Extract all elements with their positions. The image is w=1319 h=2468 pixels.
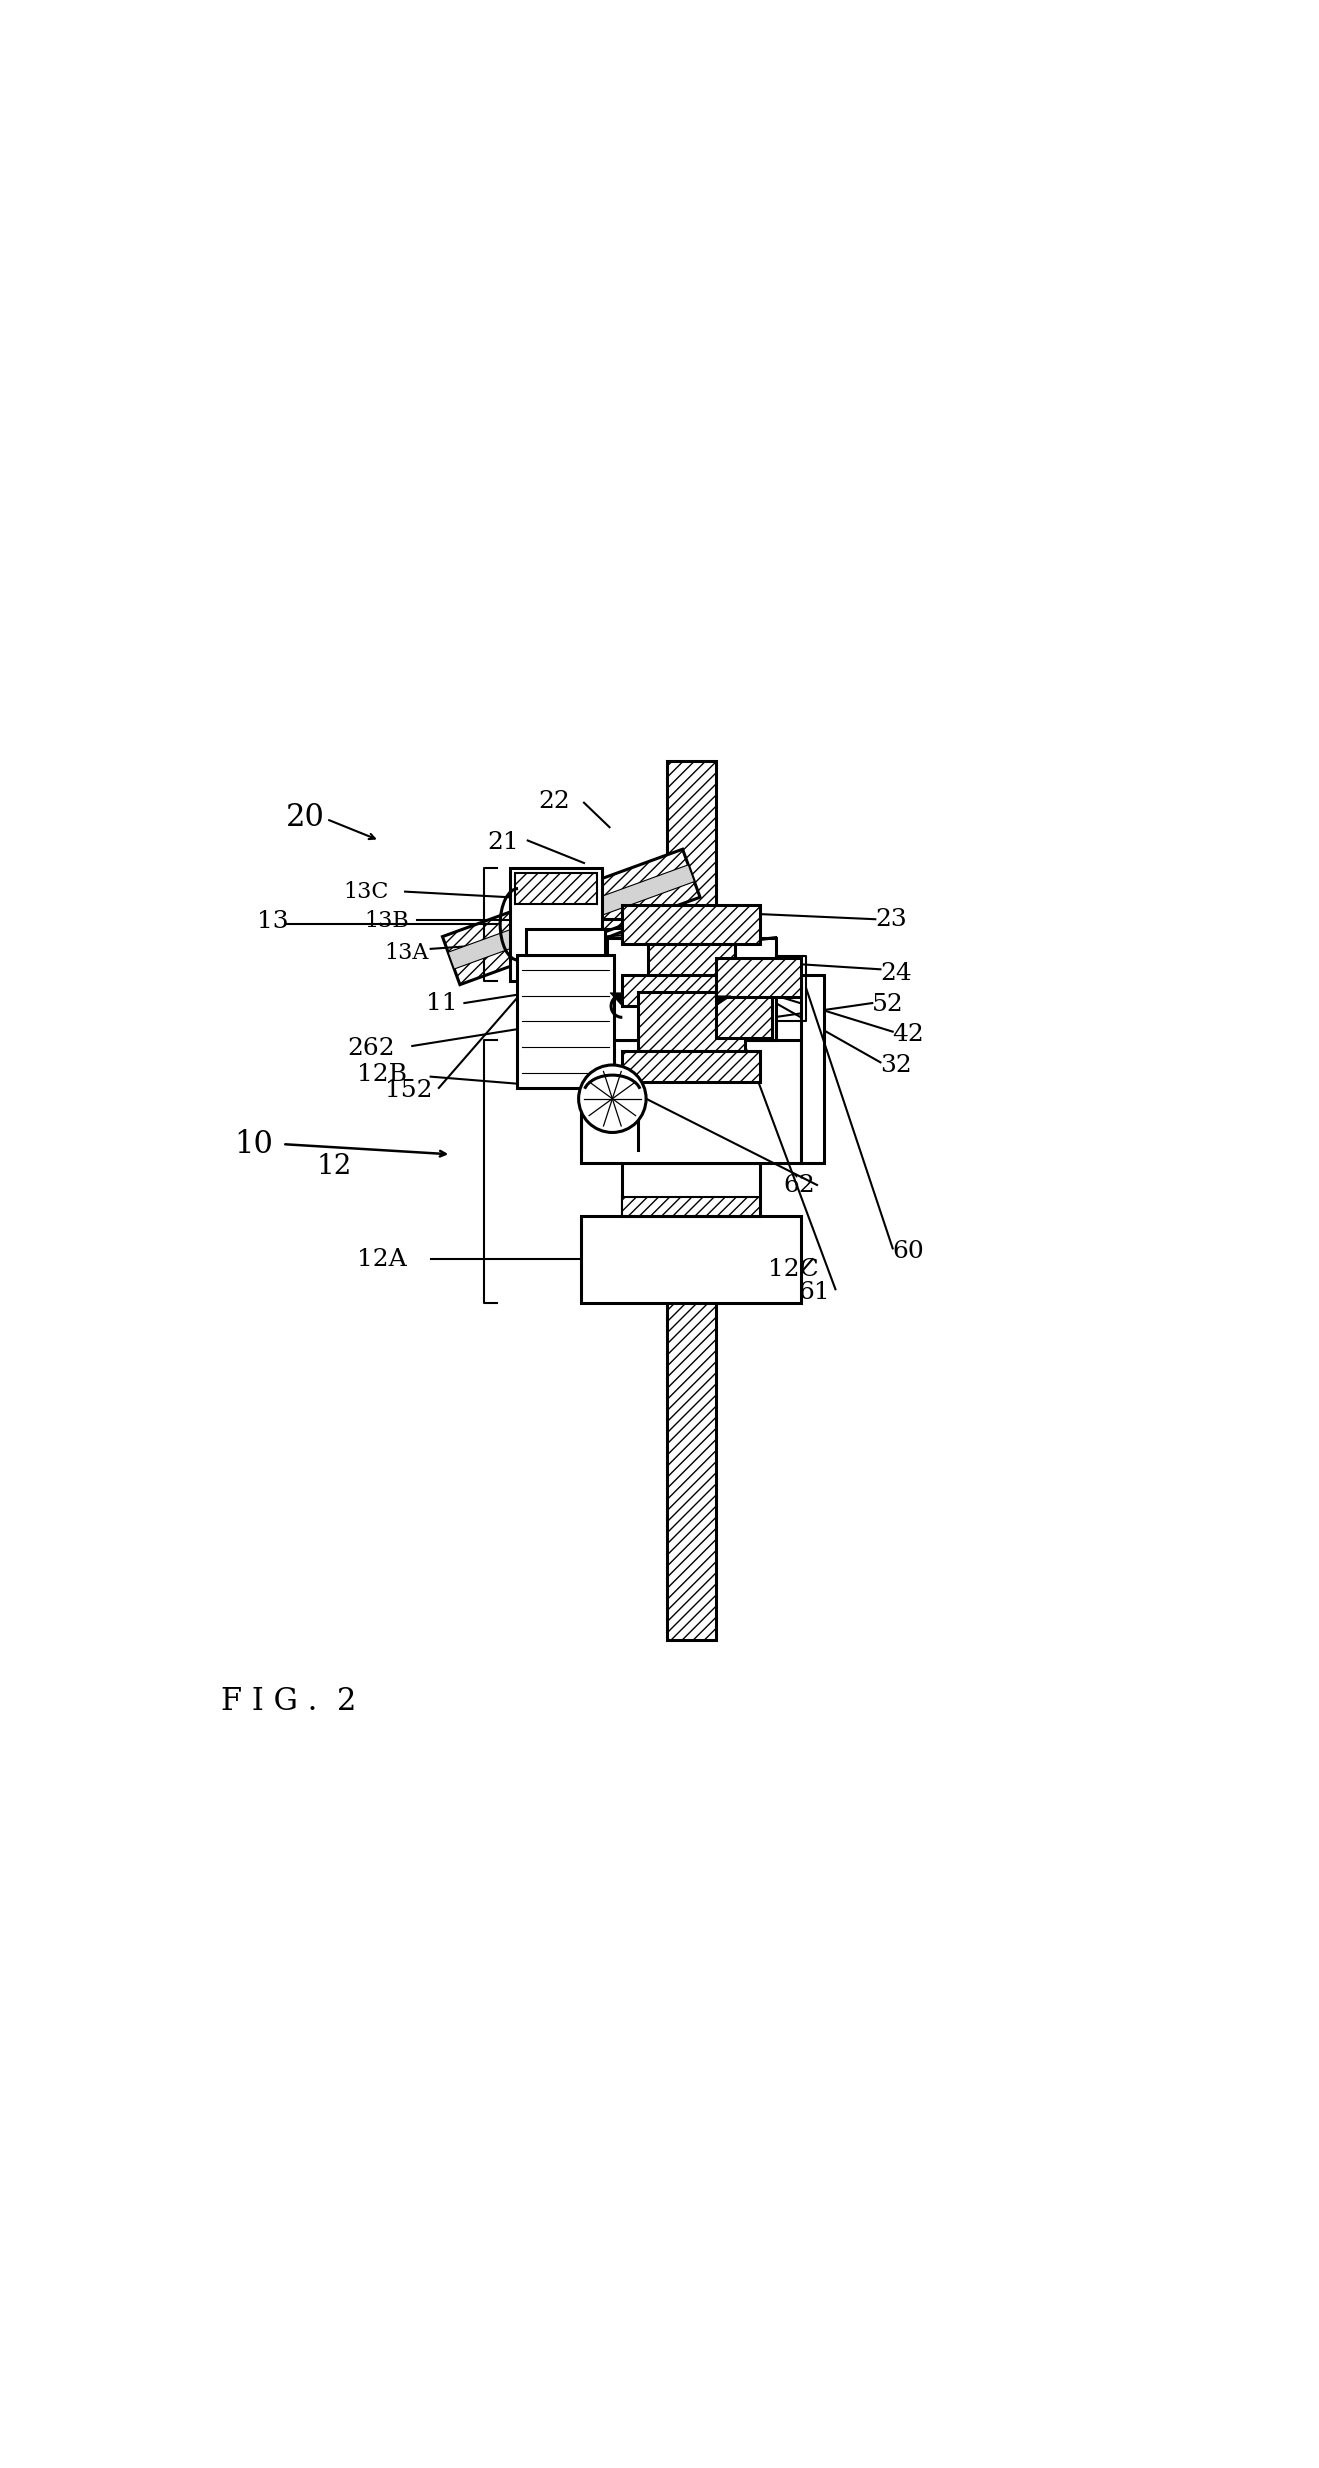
Bar [623, 1162, 760, 1217]
Bar [517, 955, 615, 1088]
Text: 10: 10 [235, 1128, 273, 1160]
Text: 13A: 13A [385, 943, 429, 965]
Text: 12B: 12B [357, 1064, 408, 1086]
Text: 21: 21 [487, 832, 518, 854]
Text: 13: 13 [257, 911, 289, 933]
Text: 61: 61 [799, 1281, 830, 1303]
Text: 52: 52 [872, 992, 904, 1014]
Text: 262: 262 [347, 1037, 394, 1059]
Bar [716, 958, 801, 997]
Text: 32: 32 [881, 1054, 913, 1076]
Bar [582, 1039, 801, 1162]
Bar [637, 992, 745, 1051]
Bar [514, 874, 596, 903]
Text: 42: 42 [893, 1024, 925, 1046]
Text: 12C: 12C [768, 1259, 819, 1281]
Text: 12A: 12A [357, 1249, 406, 1271]
Bar [623, 906, 760, 943]
Bar [801, 975, 823, 1162]
Polygon shape [442, 849, 700, 985]
Text: 20: 20 [285, 802, 324, 832]
Bar [623, 975, 760, 1007]
Text: 11: 11 [426, 992, 458, 1014]
Text: 62: 62 [783, 1172, 815, 1197]
Text: 24: 24 [881, 963, 913, 985]
Text: 22: 22 [538, 790, 570, 812]
Bar [623, 1051, 760, 1081]
Text: 152: 152 [385, 1079, 433, 1103]
Bar [716, 990, 772, 1039]
Bar [526, 930, 605, 955]
Text: 13C: 13C [344, 881, 389, 903]
Bar [623, 1197, 760, 1217]
Text: 60: 60 [893, 1239, 925, 1264]
Bar [582, 1217, 801, 1303]
Bar [607, 938, 776, 1039]
Polygon shape [448, 864, 694, 970]
Text: 23: 23 [876, 908, 907, 930]
Circle shape [579, 1066, 646, 1133]
Bar [667, 760, 716, 1639]
Text: 13B: 13B [364, 911, 409, 933]
Bar [510, 869, 601, 980]
Polygon shape [611, 992, 623, 1007]
Bar [648, 943, 735, 977]
Polygon shape [716, 997, 731, 1007]
Text: 12: 12 [317, 1153, 352, 1180]
Text: F I G .  2: F I G . 2 [222, 1686, 356, 1718]
